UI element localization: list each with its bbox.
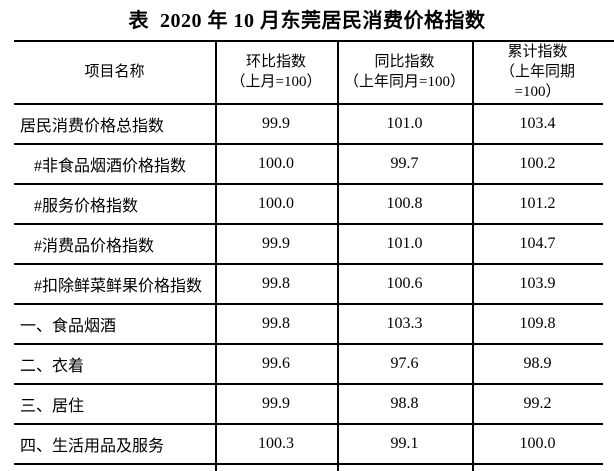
yoy-value-cell: 101.0 (386, 115, 423, 132)
mom-value-cell: 99.8 (262, 275, 290, 292)
table-row: #扣除鲜菜鲜果价格指数 99.8 100.6 103.9 (14, 265, 603, 305)
cpi-table: 项目名称 环比指数 （上月=100） 同比指数 （上年同月=100） 累计指数 … (14, 41, 603, 471)
cumulative-value-cell: 104.7 (519, 235, 556, 252)
table-row: #消费品价格指数 99.9 101.0 104.7 (14, 225, 603, 265)
row-label-cell: #服务价格指数 (34, 198, 139, 215)
mom-value-cell: 99.6 (262, 355, 290, 372)
column-separator-line (215, 41, 217, 471)
yoy-value-cell: 99.7 (390, 155, 419, 172)
yoy-value-cell: 103.3 (386, 315, 423, 332)
mom-value-cell: 99.8 (262, 315, 290, 332)
cumulative-value-cell: 100.2 (519, 155, 556, 172)
cumulative-value-cell: 98.9 (523, 355, 552, 372)
yoy-value-cell: 100.6 (386, 275, 423, 292)
row-label-cell: #消费品价格指数 (34, 238, 155, 255)
row-label-cell: 三、居住 (20, 398, 85, 415)
cumulative-value-cell: 100.0 (519, 435, 556, 452)
yoy-value-cell: 99.1 (390, 435, 419, 452)
yoy-value-cell: 101.0 (386, 235, 423, 252)
yoy-value-cell: 98.8 (390, 395, 419, 412)
cumulative-value-cell: 103.4 (519, 115, 556, 132)
cumulative-value-cell: 103.9 (519, 275, 556, 292)
table-top-rule (14, 40, 614, 42)
header-cell-mom-index: 环比指数 （上月=100） (230, 53, 322, 90)
page-title: 表 2020 年 10 月东莞居民消费价格指数 (128, 10, 486, 32)
cumulative-value-cell: 109.8 (519, 315, 556, 332)
mom-value-cell: 99.9 (262, 235, 290, 252)
header-cell-cumulative-index: 累计指数 （上年同期 =100） (499, 43, 575, 101)
header-cell-yoy-index: 同比指数 （上年同月=100） (344, 53, 465, 90)
cumulative-value-cell: 101.2 (519, 195, 556, 212)
mom-value-cell: 100.3 (258, 435, 294, 452)
table-row: #非食品烟酒价格指数 100.0 99.7 100.2 (14, 145, 603, 185)
cumulative-value-cell: 99.2 (523, 395, 552, 412)
row-label-cell: #扣除鲜菜鲜果价格指数 (34, 278, 203, 295)
column-separator-line (472, 41, 474, 471)
table-row: 一、食品烟酒 99.8 103.3 109.8 (14, 305, 603, 345)
column-separator-line (337, 41, 339, 471)
yoy-value-cell: 100.8 (386, 195, 423, 212)
mom-value-cell: 99.9 (262, 395, 290, 412)
mom-value-cell: 99.9 (262, 115, 290, 132)
row-label-cell: 四、生活用品及服务 (20, 438, 165, 455)
table-row: #服务价格指数 100.0 100.8 101.2 (14, 185, 603, 225)
mom-value-cell: 100.0 (258, 195, 294, 212)
row-label-cell: 二、衣着 (20, 358, 85, 375)
table-row: 四、生活用品及服务 100.3 99.1 100.0 (14, 425, 603, 465)
header-cell-item-name: 项目名称 (84, 63, 145, 80)
table-row: 三、居住 99.9 98.8 99.2 (14, 385, 603, 425)
table-row: 二、衣着 99.6 97.6 98.9 (14, 345, 603, 385)
yoy-value-cell: 97.6 (390, 355, 419, 372)
row-label-cell: #非食品烟酒价格指数 (34, 158, 187, 175)
mom-value-cell: 100.0 (258, 155, 294, 172)
table-header-row: 项目名称 环比指数 （上月=100） 同比指数 （上年同月=100） 累计指数 … (14, 41, 603, 105)
table-row: 居民消费价格总指数 99.9 101.0 103.4 (14, 105, 603, 145)
row-label-cell: 居民消费价格总指数 (20, 118, 165, 135)
row-label-cell: 一、食品烟酒 (20, 318, 117, 335)
